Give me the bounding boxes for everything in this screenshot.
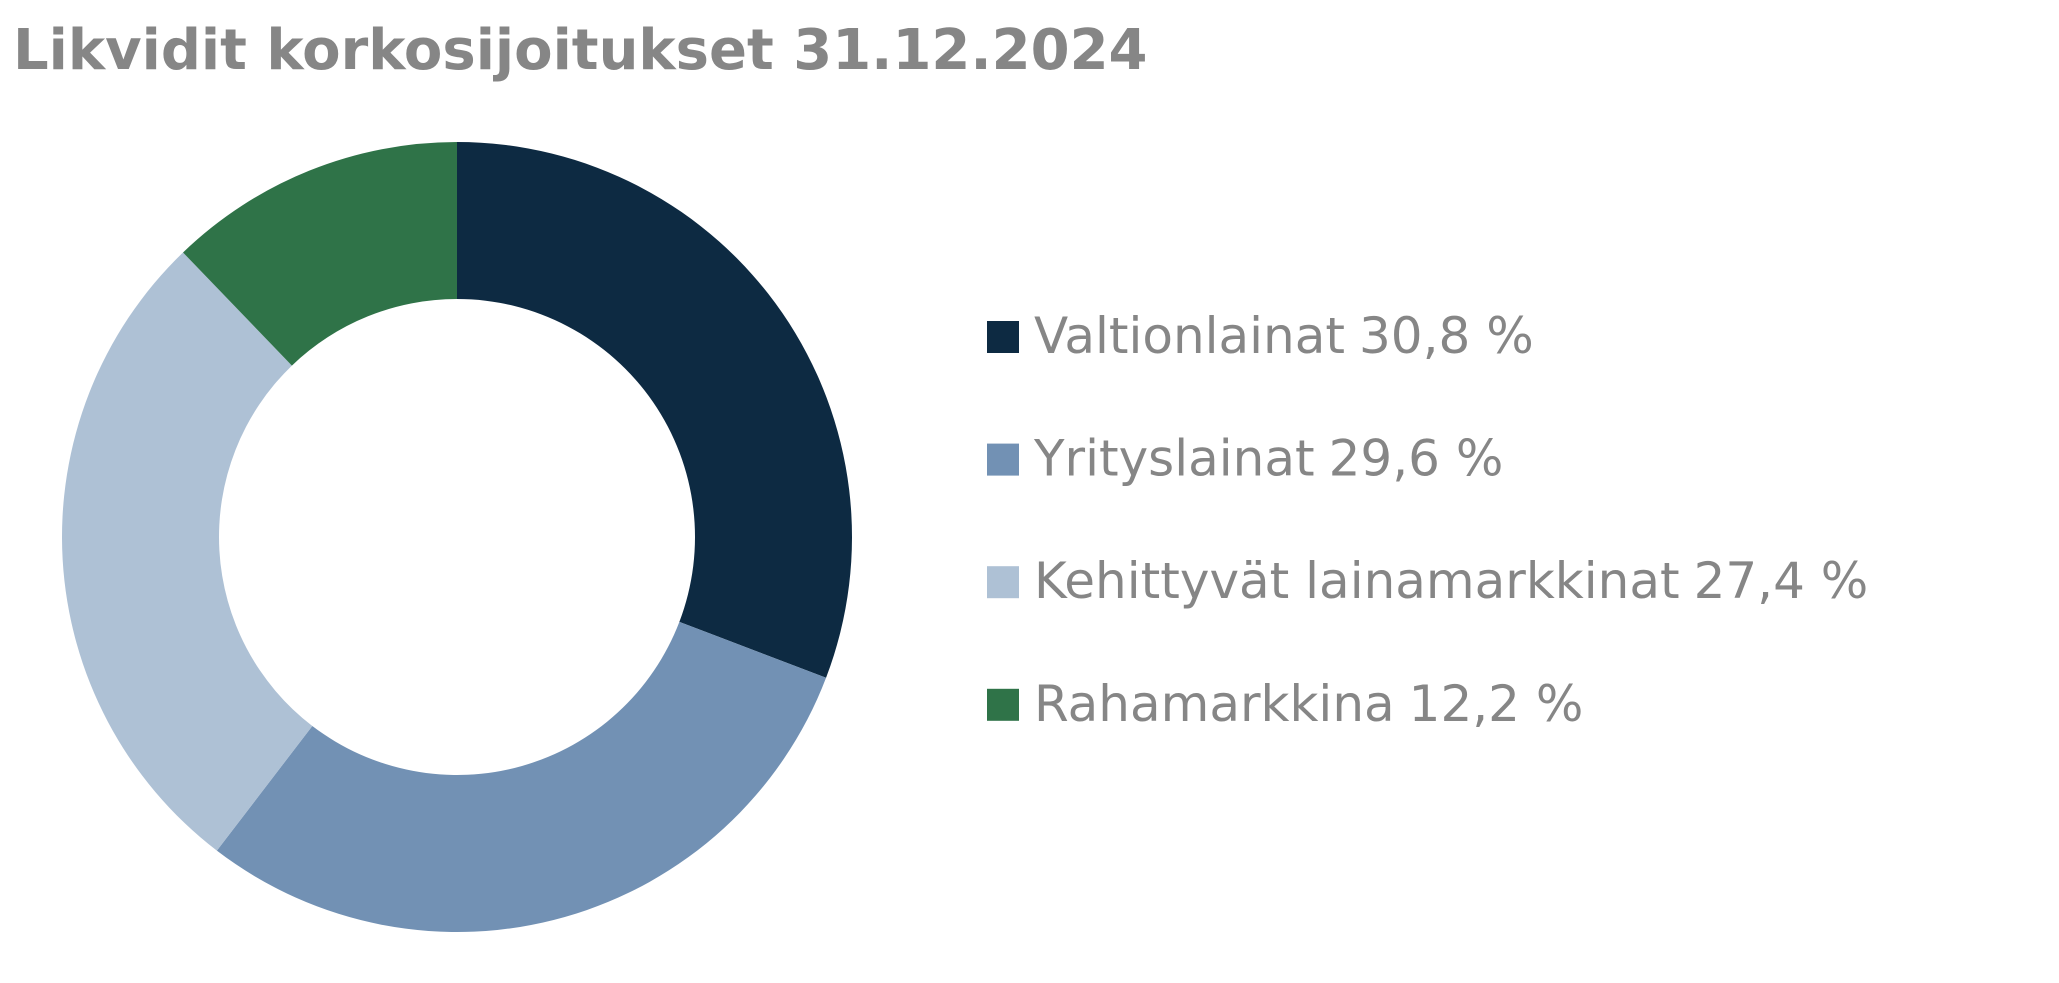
donut-segment [216,621,827,933]
donut-segment [183,142,457,366]
donut-segment [61,252,313,851]
legend-swatch [987,443,1019,476]
legend-label: Kehittyvät lainamarkkinat 27,4 % [1034,552,1868,610]
legend-label: Valtionlainat 30,8 % [1034,307,1534,365]
donut-segment [457,142,852,678]
chart-title: Likvidit korkosijoitukset 31.12.2024 [13,18,1148,83]
legend-category: Rahamarkkina [1034,674,1395,732]
legend-category: Valtionlainat [1034,307,1345,365]
legend-label: Rahamarkkina 12,2 % [1034,674,1583,732]
legend-swatch [987,566,1019,599]
legend-value: 29,6 % [1329,429,1504,487]
legend-value: 27,4 % [1694,552,1869,610]
legend-swatch [987,688,1019,721]
legend-category: Yrityslainat [1033,429,1315,487]
legend-category: Kehittyvät lainamarkkinat [1034,552,1680,610]
legend-value: 12,2 % [1409,674,1584,732]
legend-label: Yrityslainat 29,6 % [1033,429,1503,487]
legend-swatch [987,321,1019,353]
legend-value: 30,8 % [1359,307,1534,365]
